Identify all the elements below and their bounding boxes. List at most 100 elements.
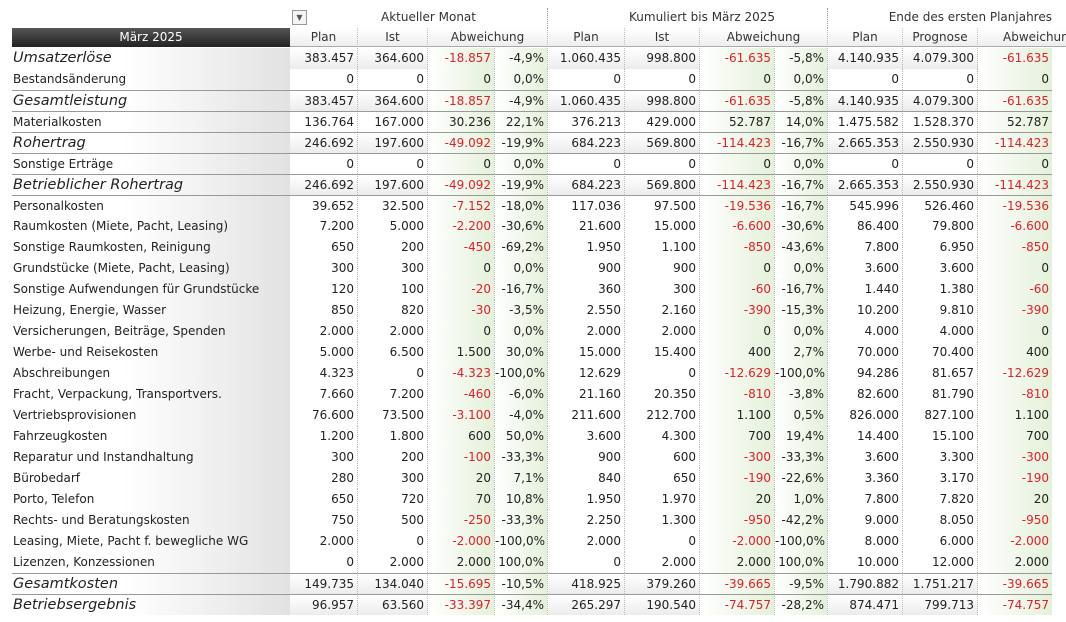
cell: 300 (358, 468, 428, 489)
cell: 0 (625, 363, 700, 384)
group-header: Ende des ersten Planjahres (888, 10, 1052, 24)
cell: -2.000 (700, 531, 775, 552)
row-label: Grundstücke (Miete, Pacht, Leasing) (12, 258, 290, 279)
cell: 200 (358, 237, 428, 258)
cell: 300 (290, 258, 358, 279)
cell: 50,0% (495, 426, 548, 447)
row-label: Sonstige Raumkosten, Reinigung (12, 237, 290, 258)
cell: 2.550.930 (903, 132, 978, 153)
cell: 52.787 (978, 111, 1052, 132)
cell: 874.471 (828, 594, 903, 615)
cell: 1.060.435 (548, 90, 625, 111)
cell: 1.100 (978, 405, 1052, 426)
cell: -850 (978, 237, 1052, 258)
cell: 0 (828, 69, 903, 90)
cell: 167.000 (358, 111, 428, 132)
cell: -950 (978, 510, 1052, 531)
cell: 900 (625, 258, 700, 279)
cell: 86.400 (828, 216, 903, 237)
cell: 8.000 (828, 531, 903, 552)
cell: 2.000 (548, 321, 625, 342)
cell: 1.440 (828, 279, 903, 300)
cell: 2.000 (358, 321, 428, 342)
column-header: Plan (290, 28, 358, 47)
cell: 6.500 (358, 342, 428, 363)
cell: -18.857 (428, 90, 495, 111)
cell: -69,2% (495, 237, 548, 258)
row-label: Reparatur und Instandhaltung (12, 447, 290, 468)
cell: -114.423 (700, 174, 775, 195)
cell: 6.000 (903, 531, 978, 552)
cell: 4.140.935 (828, 90, 903, 111)
row-label: Personalkosten (12, 195, 290, 216)
cell: 400 (700, 342, 775, 363)
cell: 2.000 (290, 321, 358, 342)
cell: 1.300 (625, 510, 700, 531)
column-header: Abweichung (978, 28, 1066, 47)
cell: -42,2% (775, 510, 828, 531)
row-label: Leasing, Miete, Pacht f. bewegliche WG (12, 531, 290, 552)
cell: 1.100 (700, 405, 775, 426)
cell: -114.423 (978, 174, 1052, 195)
cell: -6.600 (978, 216, 1052, 237)
cell: 4.079.300 (903, 90, 978, 111)
cell: 94.286 (828, 363, 903, 384)
cell: 1.100 (625, 237, 700, 258)
cell: 650 (290, 489, 358, 510)
cell: -18.857 (428, 48, 495, 69)
cell: 0 (548, 69, 625, 90)
cell: 2.000 (625, 321, 700, 342)
column-header: Prognose (903, 28, 978, 47)
cell: -6.600 (700, 216, 775, 237)
cell: 383.457 (290, 90, 358, 111)
cell: 0,0% (495, 258, 548, 279)
row-label: Fahrzeugkosten (12, 426, 290, 447)
cell: -9,5% (775, 573, 828, 594)
cell: 39.652 (290, 195, 358, 216)
cell: 0 (358, 69, 428, 90)
cell: 100,0% (495, 552, 548, 573)
cell: 4.323 (290, 363, 358, 384)
cell: 120 (290, 279, 358, 300)
cell: -33,3% (775, 447, 828, 468)
cell: -10,5% (495, 573, 548, 594)
cell: -100 (428, 447, 495, 468)
cell: 20 (700, 489, 775, 510)
cell: 7.200 (358, 384, 428, 405)
cell: 20 (428, 468, 495, 489)
cell: -16,7% (775, 279, 828, 300)
cell: 1.800 (358, 426, 428, 447)
cell: 3.600 (828, 258, 903, 279)
cell: 720 (358, 489, 428, 510)
row-label: Sonstige Aufwendungen für Grundstücke (12, 279, 290, 300)
cell: 300 (625, 279, 700, 300)
cell: 2.665.353 (828, 174, 903, 195)
cell: 0 (903, 69, 978, 90)
cell: 1.528.370 (903, 111, 978, 132)
cell: 70 (428, 489, 495, 510)
cell: 100,0% (775, 552, 828, 573)
cell: -30 (428, 300, 495, 321)
cell: 569.800 (625, 174, 700, 195)
row-label: Vertriebsprovisionen (12, 405, 290, 426)
cell: 15.000 (625, 216, 700, 237)
dropdown[interactable]: ▼ (292, 10, 307, 25)
cell: 2.000 (548, 531, 625, 552)
cell: -250 (428, 510, 495, 531)
column-header: Plan (548, 28, 625, 47)
cell: -33,3% (495, 510, 548, 531)
cell: 0,0% (775, 69, 828, 90)
cell: 4.300 (625, 426, 700, 447)
cell: -5,8% (775, 48, 828, 69)
cell: -61.635 (700, 48, 775, 69)
cell: 149.735 (290, 573, 358, 594)
cell: -16,7% (775, 132, 828, 153)
cell: 79.800 (903, 216, 978, 237)
cell: 2.000 (700, 552, 775, 573)
cell: 9.810 (903, 300, 978, 321)
cell: 15.100 (903, 426, 978, 447)
cell: -100,0% (775, 531, 828, 552)
cell: 0 (978, 153, 1052, 174)
cell: 364.600 (358, 90, 428, 111)
cell: 246.692 (290, 132, 358, 153)
